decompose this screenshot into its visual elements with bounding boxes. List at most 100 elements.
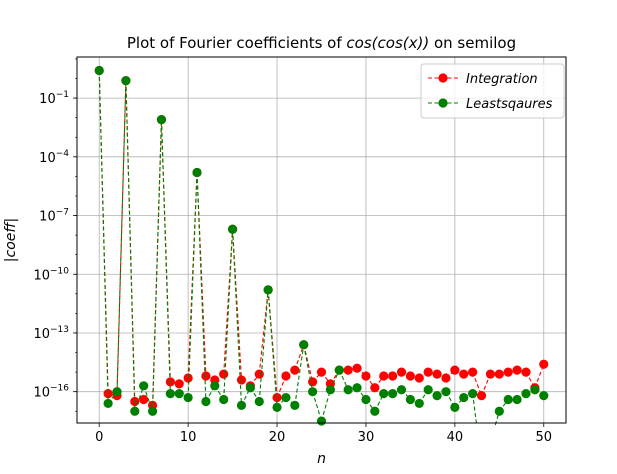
legend: Integration Leastsqaures [420, 63, 565, 119]
y-axis-label: |coeff| [3, 218, 19, 262]
data-point [316, 367, 327, 377]
legend-marker [438, 73, 448, 83]
title-prefix: Plot of Fourier coefficients of [127, 34, 347, 52]
data-point [299, 340, 309, 350]
data-point [103, 398, 113, 409]
data-point [539, 359, 549, 369]
legend-label: Integration [466, 72, 538, 87]
data-point [130, 406, 140, 416]
data-point [272, 402, 282, 412]
data-point [396, 367, 407, 377]
data-point [503, 394, 513, 405]
data-point [388, 389, 398, 399]
data-point [512, 394, 522, 405]
x-tick-label: 50 [535, 430, 552, 445]
data-point [334, 365, 344, 375]
data-point [245, 383, 255, 393]
data-point [263, 285, 273, 295]
data-point [174, 389, 184, 399]
plot-frame [76, 56, 567, 424]
data-point [290, 365, 300, 375]
data-point [290, 400, 300, 410]
data-point [521, 367, 531, 377]
y-tick-label: 10−7 [39, 208, 69, 225]
data-point [441, 387, 451, 397]
series-layer [94, 65, 549, 426]
data-point [308, 377, 318, 387]
data-point [441, 373, 451, 383]
y-tick-exponent: −10 [50, 266, 69, 276]
y-tick-label: 10−10 [33, 266, 69, 283]
y-tick-base: 10 [39, 210, 56, 225]
chart-title: Plot of Fourier coefficients of cos(cos(… [127, 34, 516, 52]
data-point [254, 396, 264, 407]
data-point [468, 389, 478, 399]
legend-label: Leastsqaures [466, 97, 553, 112]
data-point [396, 385, 407, 395]
y-tick-base: 10 [33, 268, 50, 283]
data-point [414, 373, 424, 383]
data-point [379, 389, 389, 399]
series-line [98, 70, 545, 426]
data-point [379, 371, 389, 381]
series-leastsqaures [94, 65, 549, 426]
y-tick-exponent: −4 [56, 149, 70, 159]
x-axis-label: n [317, 451, 326, 467]
data-point [494, 406, 504, 416]
y-tick-exponent: −7 [56, 208, 69, 218]
y-tick-label: 10−16 [33, 384, 69, 401]
data-point [139, 381, 149, 391]
data-point [281, 371, 291, 381]
legend-marker [438, 98, 448, 108]
y-tick-base: 10 [39, 151, 56, 166]
data-point [343, 385, 353, 395]
data-point [414, 398, 424, 409]
legend-item: Integration [428, 72, 538, 87]
data-point [468, 367, 478, 377]
data-point [192, 167, 202, 178]
series-line [98, 70, 545, 406]
x-tick-label: 40 [447, 430, 464, 445]
data-point [121, 76, 131, 86]
data-point [272, 392, 282, 403]
x-tick-label: 30 [358, 430, 375, 445]
data-point [156, 115, 167, 125]
data-point [227, 224, 238, 234]
title-suffix: on semilog [429, 34, 516, 52]
data-point [361, 371, 371, 381]
data-point [432, 369, 442, 379]
data-point [450, 365, 460, 375]
y-tick-exponent: −13 [50, 325, 69, 335]
data-point [423, 367, 433, 377]
y-tick-base: 10 [33, 386, 50, 401]
data-point [201, 396, 211, 407]
y-tick-label: 10−1 [39, 90, 69, 107]
data-point [139, 394, 149, 405]
data-point [236, 400, 247, 410]
data-point [361, 394, 371, 405]
y-tick-exponent: −1 [56, 90, 69, 100]
data-point [405, 394, 416, 405]
data-point [494, 369, 504, 379]
x-tick-label: 10 [180, 430, 197, 445]
data-point [530, 385, 540, 395]
data-point [201, 371, 211, 381]
data-point [219, 394, 229, 405]
data-point [103, 389, 113, 399]
data-point [316, 416, 327, 426]
title-math: cos(cos(x)) [346, 34, 429, 52]
y-tick-base: 10 [33, 327, 50, 342]
data-point [112, 387, 122, 397]
data-point [539, 390, 549, 401]
data-point [236, 375, 247, 385]
data-point [352, 383, 362, 393]
data-point [423, 385, 433, 395]
data-point [343, 365, 353, 375]
x-tick-label: 20 [269, 430, 286, 445]
data-point [183, 373, 193, 383]
data-point [281, 392, 291, 403]
y-tick-label: 10−4 [39, 149, 69, 166]
data-point [370, 406, 380, 416]
